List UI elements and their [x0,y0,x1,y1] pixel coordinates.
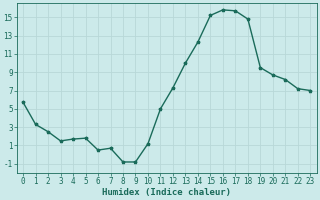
X-axis label: Humidex (Indice chaleur): Humidex (Indice chaleur) [102,188,231,197]
